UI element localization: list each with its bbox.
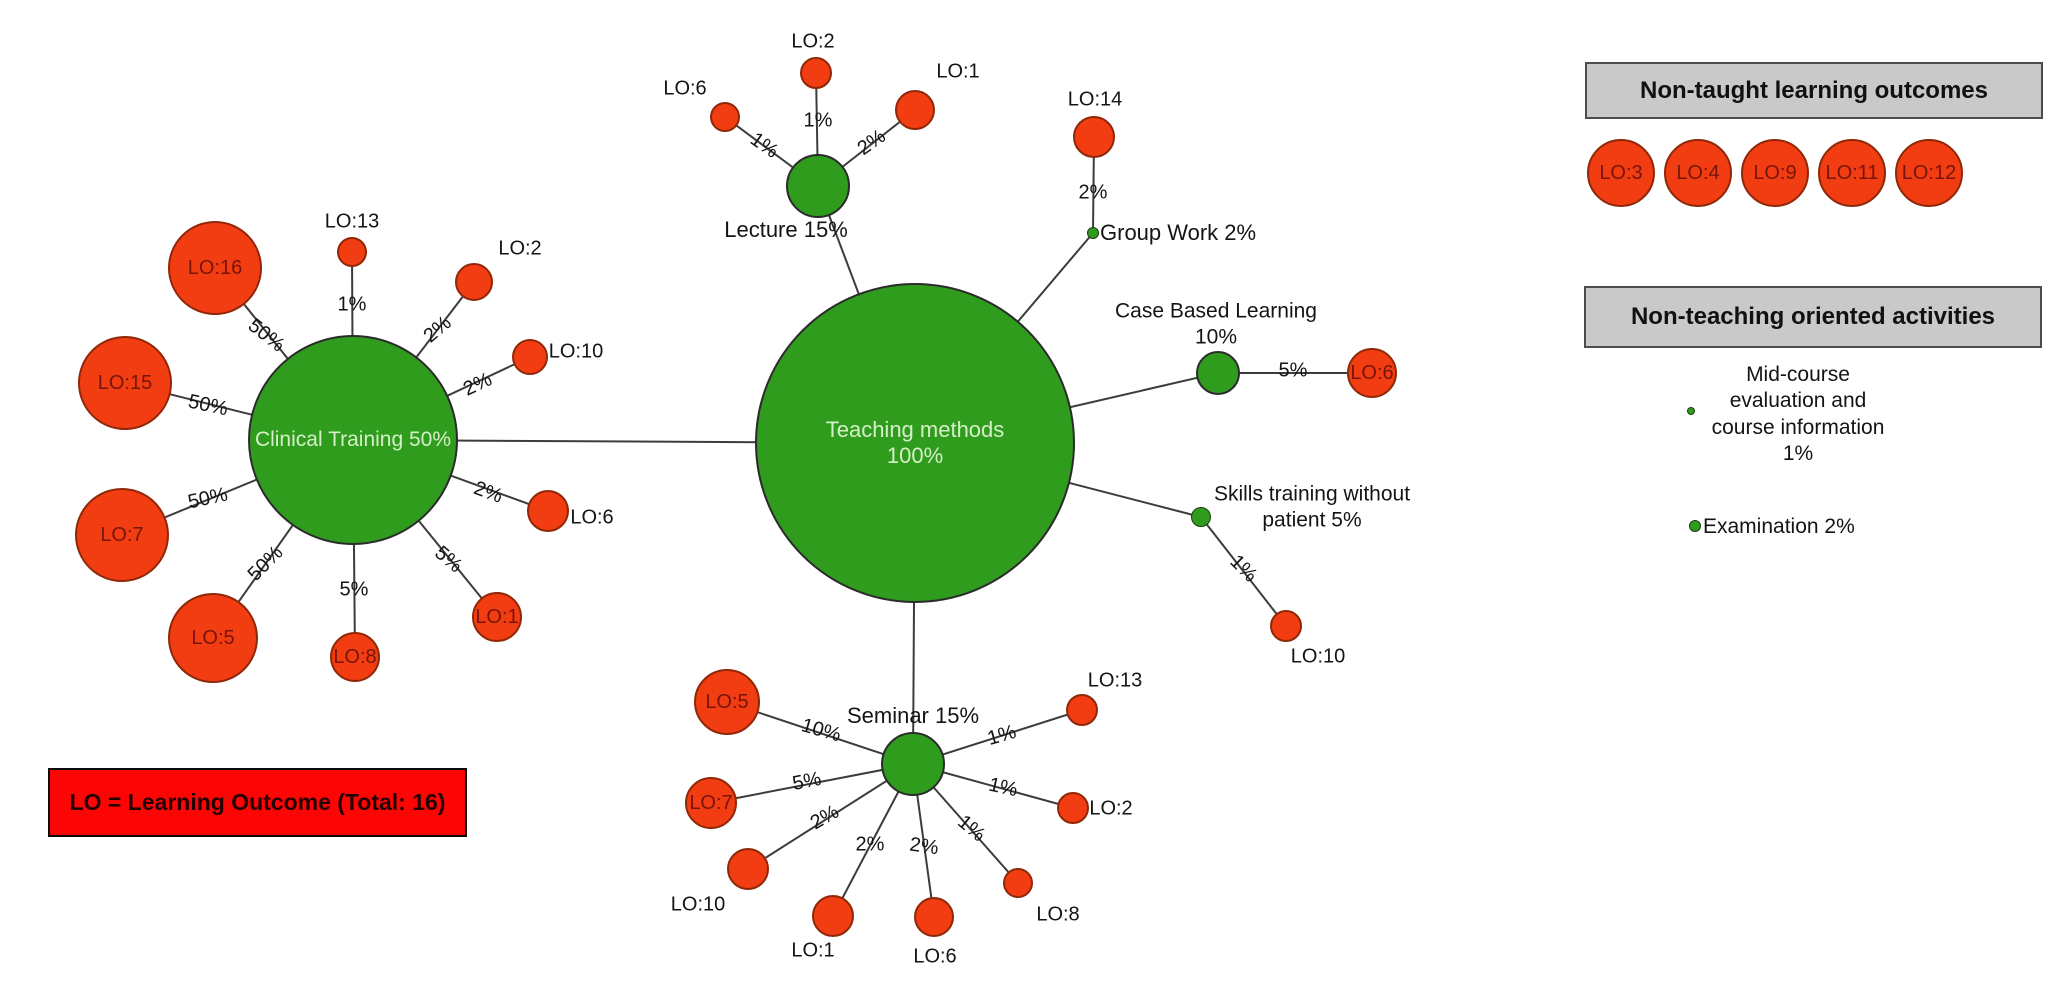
legend-box: LO = Learning Outcome (Total: 16) xyxy=(48,768,467,837)
edge-teaching-cbl xyxy=(914,372,1219,444)
legend-box-label: LO = Learning Outcome (Total: 16) xyxy=(69,789,446,815)
non-teaching-header-label: Non-teaching oriented activities xyxy=(1630,303,1996,330)
edge-clinical-cl-lo15 xyxy=(124,382,354,441)
edge-clinical-cl-lo13 xyxy=(351,251,354,441)
edge-teaching-seminar xyxy=(912,442,916,765)
edge-clinical-cl-lo2 xyxy=(352,281,475,441)
edge-clinical-cl-lo10 xyxy=(352,356,531,441)
edge-lecture-lec-lo6 xyxy=(724,116,819,187)
edge-seminar-sem-lo2 xyxy=(912,763,1074,809)
edge-seminar-sem-lo8 xyxy=(912,763,1019,884)
edge-skills-sk-lo10 xyxy=(1200,516,1287,627)
edge-groupwork-gw-lo14 xyxy=(1092,136,1095,234)
edge-seminar-sem-lo1 xyxy=(832,763,914,917)
non-taught-header: Non-taught learning outcomes xyxy=(1585,62,2043,119)
edge-teaching-groupwork xyxy=(914,232,1094,444)
edge-seminar-sem-lo13 xyxy=(912,709,1083,765)
edge-lecture-lec-lo1 xyxy=(817,109,916,187)
non-teaching-header: Non-teaching oriented activities xyxy=(1584,286,2042,348)
edge-seminar-sem-lo5 xyxy=(726,701,914,765)
edge-teaching-lecture xyxy=(817,185,916,444)
edge-seminar-sem-lo6 xyxy=(912,763,935,918)
edge-teaching-clinical xyxy=(352,439,916,444)
non-taught-header-label: Non-taught learning outcomes xyxy=(1640,76,1988,104)
edge-clinical-cl-lo8 xyxy=(352,439,356,658)
edge-clinical-cl-lo16 xyxy=(214,267,354,441)
edge-lecture-lec-lo2 xyxy=(815,72,819,187)
edge-teaching-skills xyxy=(914,442,1202,518)
edge-seminar-sem-lo7 xyxy=(710,763,914,804)
